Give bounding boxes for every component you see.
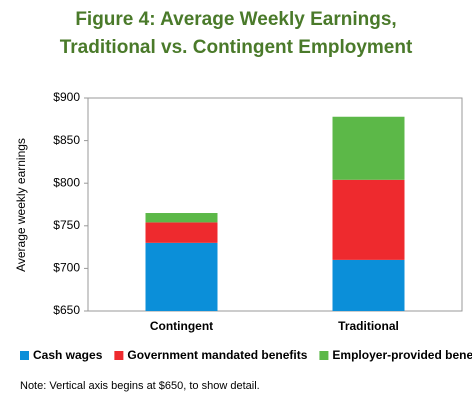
legend-marker — [20, 351, 29, 360]
legend-marker — [319, 351, 329, 360]
bar-segment — [332, 116, 405, 180]
y-tick-label: $800 — [53, 175, 80, 189]
bar-segment — [145, 213, 218, 223]
y-axis-label: Average weekly earnings — [14, 138, 28, 272]
note: Note: Vertical axis begins at $650, to s… — [20, 380, 260, 392]
y-tick-label: $850 — [53, 133, 80, 147]
chart-title: Figure 4: Average Weekly Earnings, — [75, 9, 396, 30]
legend-label: Government mandated benefits — [127, 348, 307, 362]
y-tick-label: $700 — [53, 261, 80, 275]
y-tick-label: $900 — [53, 90, 80, 104]
bar-segment — [332, 179, 405, 260]
bar-segment — [332, 259, 405, 311]
chart-title: Traditional vs. Contingent Employment — [60, 37, 413, 58]
x-tick-label: Contingent — [150, 319, 213, 333]
plot-frame — [87, 97, 463, 312]
y-tick-label: $750 — [53, 218, 80, 232]
legend-label: Cash wages — [33, 348, 103, 362]
legend-label: Employer-provided benefits — [332, 348, 472, 362]
bar-segment — [145, 242, 218, 311]
x-tick-label: Traditional — [338, 319, 399, 333]
bar-segment — [145, 222, 218, 243]
y-tick-label: $650 — [53, 303, 80, 317]
legend-marker — [114, 351, 124, 360]
